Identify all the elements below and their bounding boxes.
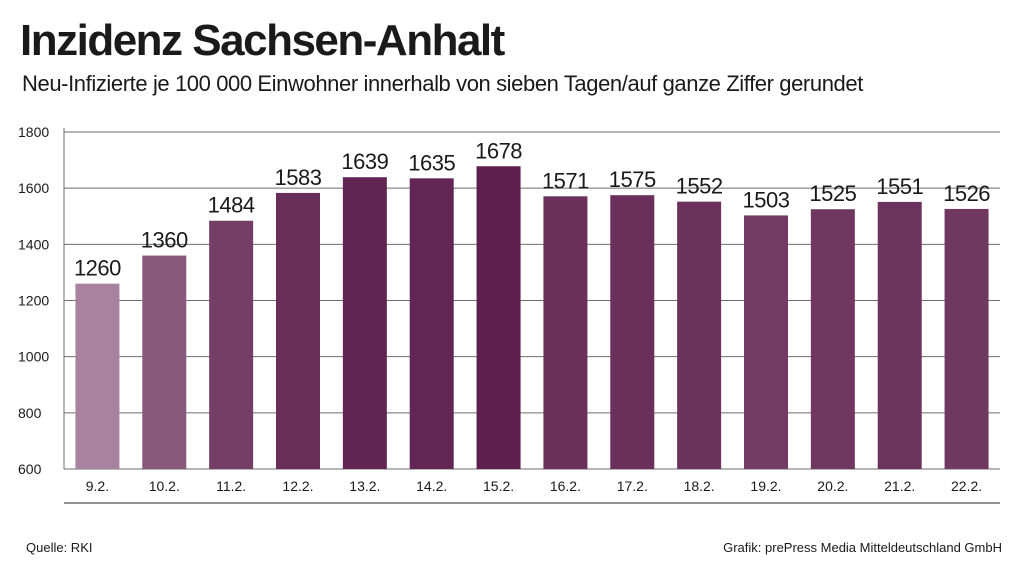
- value-label-17.2.: 1575: [609, 167, 656, 192]
- x-tick-label-19.2.: 19.2.: [750, 478, 781, 494]
- value-label-11.2.: 1484: [208, 193, 255, 218]
- x-tick-label-21.2.: 21.2.: [884, 478, 915, 494]
- value-label-15.2.: 1678: [475, 138, 522, 163]
- value-label-22.2.: 1526: [943, 181, 990, 206]
- x-tick-label-15.2.: 15.2.: [483, 478, 514, 494]
- bar-18.2.: [677, 201, 722, 469]
- x-tick-label-14.2.: 14.2.: [416, 478, 447, 494]
- source-note: Quelle: RKI: [26, 540, 93, 555]
- chart-title: Inzidenz Sachsen-Anhalt: [20, 16, 505, 65]
- bar-9.2.: [75, 283, 120, 469]
- y-tick-label-1600: 1600: [18, 180, 49, 196]
- bar-22.2.: [944, 208, 989, 469]
- bar-13.2.: [342, 177, 387, 469]
- value-label-21.2.: 1551: [876, 174, 923, 199]
- value-label-14.2.: 1635: [408, 150, 455, 175]
- bar-15.2.: [476, 166, 521, 470]
- bar-21.2.: [877, 201, 922, 470]
- bar-12.2.: [276, 192, 320, 469]
- x-tick-label-22.2.: 22.2.: [951, 478, 982, 494]
- y-tick-label-1200: 1200: [18, 293, 49, 309]
- value-label-20.2.: 1525: [809, 181, 856, 206]
- bar-11.2.: [209, 220, 254, 469]
- x-tick-label-18.2.: 18.2.: [684, 478, 715, 494]
- y-tick-label-1000: 1000: [18, 349, 49, 365]
- value-label-19.2.: 1503: [743, 187, 790, 212]
- bar-10.2.: [142, 255, 187, 469]
- y-tick-label-1400: 1400: [18, 236, 49, 252]
- value-label-12.2.: 1583: [275, 165, 322, 190]
- value-label-13.2.: 1639: [341, 149, 388, 174]
- x-tick-label-13.2.: 13.2.: [349, 478, 380, 494]
- x-tick-label-12.2.: 12.2.: [282, 478, 313, 494]
- x-tick-label-17.2.: 17.2.: [617, 478, 648, 494]
- x-tick-label-10.2.: 10.2.: [149, 478, 180, 494]
- bar-20.2.: [810, 209, 855, 469]
- y-tick-label-600: 600: [18, 461, 42, 477]
- bar-19.2.: [744, 215, 788, 469]
- bar-16.2.: [543, 196, 588, 469]
- x-tick-label-11.2.: 11.2.: [216, 478, 246, 494]
- chart-subtitle: Neu-Infizierte je 100 000 Einwohner inne…: [22, 71, 863, 96]
- x-tick-label-20.2.: 20.2.: [817, 478, 848, 494]
- y-tick-label-1800: 1800: [18, 124, 49, 140]
- bar-17.2.: [610, 195, 655, 469]
- graphic-credit: Grafik: prePress Media Mitteldeutschland…: [723, 540, 1002, 555]
- value-label-10.2.: 1360: [141, 228, 188, 253]
- value-label-18.2.: 1552: [676, 174, 723, 199]
- x-tick-label-9.2.: 9.2.: [86, 478, 109, 494]
- bar-14.2.: [409, 178, 454, 469]
- x-tick-label-16.2.: 16.2.: [550, 478, 581, 494]
- value-label-16.2.: 1571: [542, 168, 589, 193]
- value-label-9.2.: 1260: [74, 256, 121, 281]
- y-tick-label-800: 800: [18, 405, 42, 421]
